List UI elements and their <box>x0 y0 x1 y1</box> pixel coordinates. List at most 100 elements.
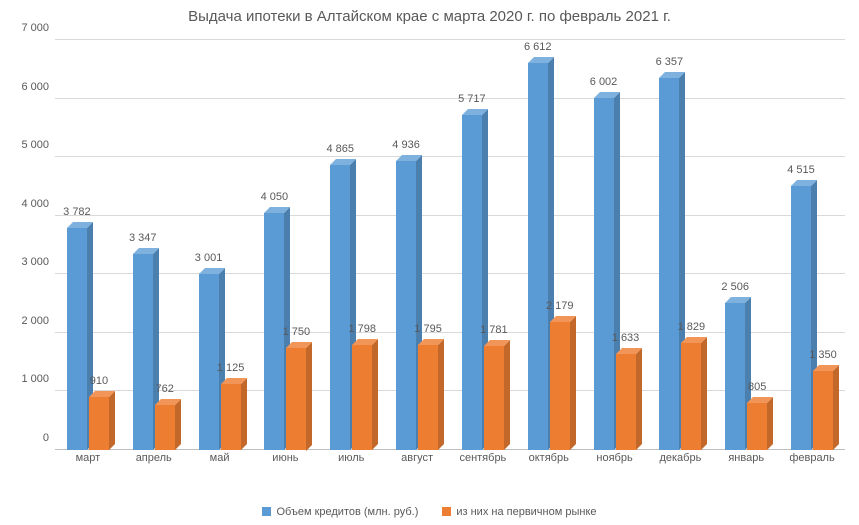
bar-value-label: 6 357 <box>656 56 684 68</box>
category-group: 4 8651 798 <box>318 40 384 450</box>
bar-value-label: 2 179 <box>546 300 574 312</box>
category-group: 4 0501 750 <box>252 40 318 450</box>
bar-value-label: 1 829 <box>678 321 706 333</box>
y-tick-label: 3 000 <box>21 256 49 268</box>
bar <box>418 345 438 450</box>
bar <box>747 403 767 450</box>
legend-swatch <box>442 507 451 516</box>
bar-wrap: 1 781 <box>484 40 504 450</box>
x-tick-label: ноябрь <box>582 452 648 464</box>
bar-value-label: 5 717 <box>458 93 486 105</box>
bar <box>484 346 504 450</box>
bar-value-label: 2 506 <box>721 281 749 293</box>
bar-value-label: 4 515 <box>787 164 815 176</box>
bar <box>659 78 679 450</box>
bar-value-label: 1 125 <box>217 362 245 374</box>
bar-value-label: 1 350 <box>809 349 837 361</box>
legend: Объем кредитов (млн. руб.) из них на перв… <box>0 506 859 520</box>
y-tick-label: 0 <box>43 432 49 444</box>
category-group: 3 347762 <box>121 40 187 450</box>
category-group: 5 7171 781 <box>450 40 516 450</box>
legend-label: Объем кредитов (млн. руб.) <box>276 506 418 518</box>
bar <box>528 63 548 450</box>
category-group: 6 6122 179 <box>516 40 582 450</box>
bar-value-label: 6 612 <box>524 41 552 53</box>
bar <box>594 98 614 450</box>
bar-wrap: 1 633 <box>616 40 636 450</box>
x-tick-label: февраль <box>779 452 845 464</box>
y-tick-label: 7 000 <box>21 22 49 34</box>
bar-value-label: 3 001 <box>195 252 223 264</box>
bar-wrap: 2 179 <box>550 40 570 450</box>
category-group: 3 0011 125 <box>187 40 253 450</box>
bar-value-label: 1 750 <box>283 326 311 338</box>
bar-wrap: 4 515 <box>791 40 811 450</box>
bar <box>199 274 219 450</box>
x-tick-label: апрель <box>121 452 187 464</box>
bar-wrap: 1 795 <box>418 40 438 450</box>
bar <box>462 115 482 450</box>
x-tick-label: сентябрь <box>450 452 516 464</box>
chart-container: Выдача ипотеки в Алтайском крае с марта … <box>0 0 859 525</box>
legend-label: из них на первичном рынке <box>456 506 596 518</box>
bar-wrap: 2 506 <box>725 40 745 450</box>
bar-value-label: 910 <box>90 375 108 387</box>
bar <box>155 405 175 450</box>
legend-item: Объем кредитов (млн. руб.) <box>262 506 418 518</box>
bar-wrap: 1 125 <box>221 40 241 450</box>
bar-wrap: 1 750 <box>286 40 306 450</box>
bar <box>396 161 416 450</box>
bar <box>67 228 87 450</box>
bar-wrap: 805 <box>747 40 767 450</box>
bar <box>221 384 241 450</box>
bar-wrap: 3 001 <box>199 40 219 450</box>
bars-row: 3 7829103 3477623 0011 1254 0501 7504 86… <box>55 40 845 450</box>
x-tick-label: июнь <box>252 452 318 464</box>
bar-value-label: 6 002 <box>590 76 618 88</box>
y-tick-label: 6 000 <box>21 81 49 93</box>
bar-wrap: 4 936 <box>396 40 416 450</box>
bar <box>352 345 372 450</box>
x-tick-label: июль <box>318 452 384 464</box>
bar-wrap: 6 357 <box>659 40 679 450</box>
x-tick-label: декабрь <box>647 452 713 464</box>
legend-item: из них на первичном рынке <box>442 506 596 518</box>
y-tick-label: 2 000 <box>21 315 49 327</box>
bar-value-label: 805 <box>748 381 766 393</box>
bar <box>725 303 745 450</box>
bar-wrap: 762 <box>155 40 175 450</box>
category-group: 4 9361 795 <box>384 40 450 450</box>
bar <box>791 186 811 450</box>
legend-swatch <box>262 507 271 516</box>
category-group: 6 3571 829 <box>647 40 713 450</box>
bar <box>286 348 306 451</box>
x-tick-label: август <box>384 452 450 464</box>
bar-wrap: 6 002 <box>594 40 614 450</box>
bar <box>616 354 636 450</box>
bar-wrap: 1 798 <box>352 40 372 450</box>
bar-wrap: 6 612 <box>528 40 548 450</box>
bar-value-label: 3 347 <box>129 232 157 244</box>
bar-wrap: 4 050 <box>264 40 284 450</box>
bar-wrap: 1 350 <box>813 40 833 450</box>
category-group: 4 5151 350 <box>779 40 845 450</box>
bar <box>264 213 284 450</box>
bar-wrap: 3 347 <box>133 40 153 450</box>
bar <box>681 343 701 450</box>
plot-area: 01 0002 0003 0004 0005 0006 0007 0003 78… <box>55 40 845 450</box>
bar-value-label: 1 798 <box>348 323 376 335</box>
bar-value-label: 1 633 <box>612 332 640 344</box>
y-tick-label: 5 000 <box>21 139 49 151</box>
bar-value-label: 4 936 <box>392 139 420 151</box>
x-axis-labels: мартапрельмайиюньиюльавгустсентябрьоктяб… <box>55 452 845 464</box>
bar <box>330 165 350 450</box>
bar-wrap: 4 865 <box>330 40 350 450</box>
bar <box>550 322 570 450</box>
bar-value-label: 3 782 <box>63 206 91 218</box>
bar <box>89 397 109 450</box>
bar-value-label: 1 795 <box>414 323 442 335</box>
y-tick-label: 4 000 <box>21 198 49 210</box>
category-group: 2 506805 <box>713 40 779 450</box>
bar-value-label: 4 865 <box>326 143 354 155</box>
bar <box>813 371 833 450</box>
